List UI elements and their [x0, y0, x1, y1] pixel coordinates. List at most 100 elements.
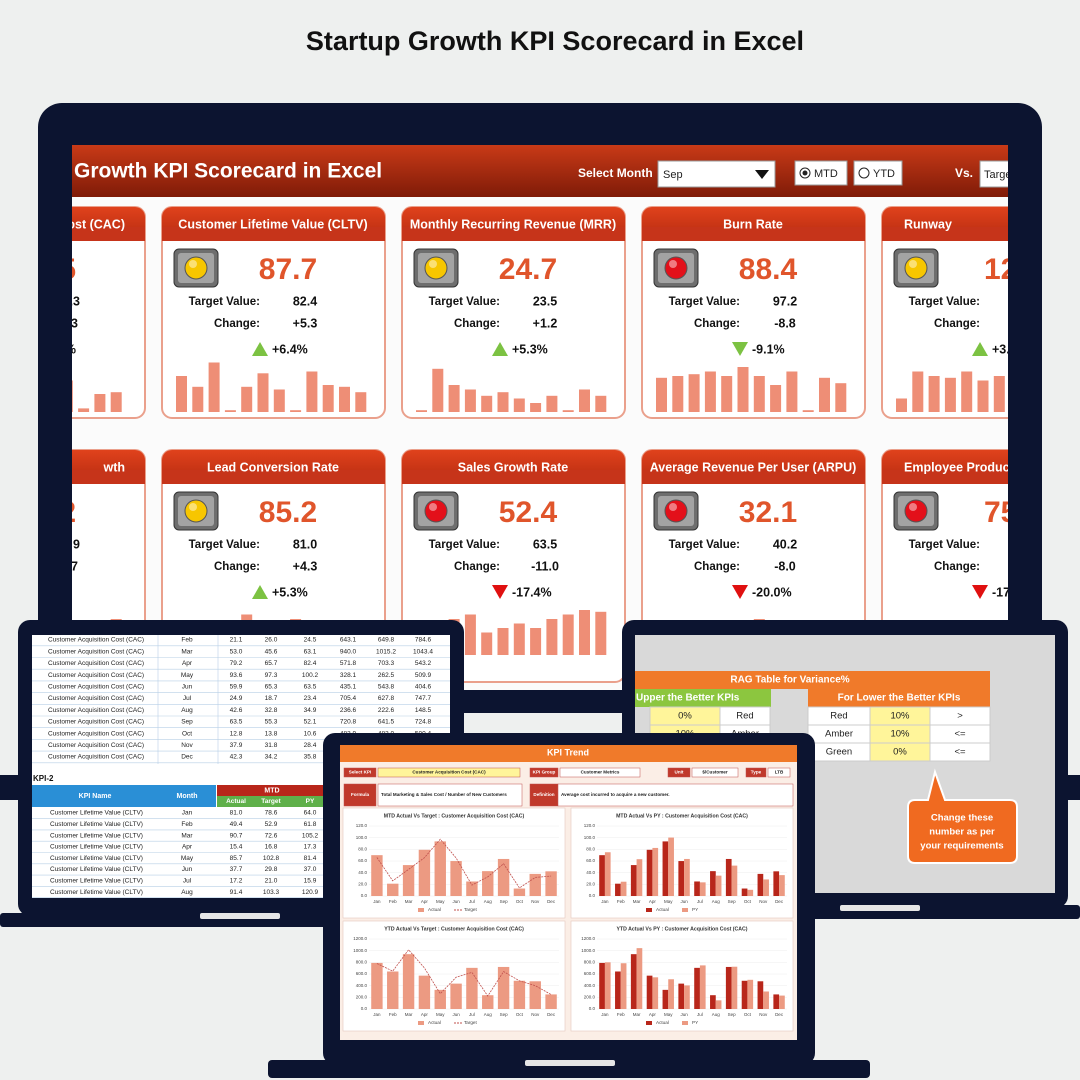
month-dropdown[interactable] — [657, 160, 776, 188]
cell: 236.6 — [340, 707, 357, 714]
cell: Oct — [182, 730, 192, 737]
cell: Customer Acquisition Cost (CAC) — [48, 672, 144, 679]
target-label: Target Value: — [669, 539, 740, 551]
light-shine — [429, 503, 437, 511]
x-tick-label: Sep — [728, 1012, 737, 1017]
bar — [763, 991, 769, 1009]
vs-dropdown[interactable] — [979, 160, 1020, 188]
y-tick-label: 80.0 — [358, 847, 367, 852]
trend-bar — [912, 371, 924, 412]
y-tick-label: 0.0 — [361, 893, 368, 898]
bar — [773, 871, 780, 896]
cell: 28.4 — [304, 742, 317, 749]
change-percent: +3. — [992, 342, 1010, 356]
cell: Apr — [182, 844, 193, 851]
cell: Aug — [181, 889, 193, 896]
cell: Customer Acquisition Cost (CAC) — [48, 707, 144, 714]
lower-title: For Lower the Better KPIs — [838, 693, 961, 704]
x-tick-label: Mar — [633, 1012, 641, 1017]
x-tick-label: Mar — [633, 899, 641, 904]
x-tick-label: Oct — [516, 899, 524, 904]
cell: Jun — [182, 684, 193, 691]
cell: 784.6 — [415, 637, 432, 644]
cell: Mar — [181, 648, 193, 655]
light-shine — [909, 260, 917, 268]
bar — [710, 995, 716, 1009]
x-tick-label: Sep — [500, 1012, 509, 1017]
cell: 543.8 — [378, 684, 395, 691]
bar — [699, 882, 706, 896]
bar — [757, 981, 764, 1009]
trend-bar — [579, 389, 590, 412]
bar — [604, 962, 611, 1009]
trend-bar — [513, 623, 525, 655]
trend-bar — [835, 383, 847, 412]
cell: 49.4 — [230, 821, 243, 828]
trend-bar — [432, 368, 444, 412]
cell: 627.8 — [378, 695, 395, 702]
trend-bar — [672, 376, 684, 412]
bar — [482, 995, 494, 1009]
cell: 65.7 — [265, 660, 278, 667]
y-tick-label: 1200.0 — [581, 936, 595, 941]
target-value: 63.5 — [533, 537, 557, 551]
y-tick-label: 120.0 — [356, 823, 368, 828]
card-value: 88.4 — [739, 253, 798, 286]
ytd-label: YTD — [873, 168, 895, 180]
change-value: +1.2 — [533, 316, 558, 330]
trend-bar — [530, 403, 542, 412]
cell: Sep — [181, 719, 193, 726]
bar — [466, 967, 478, 1009]
field: Select KPI — [349, 770, 371, 775]
cell: Feb — [181, 637, 193, 644]
cell: 63.1 — [304, 648, 317, 655]
change-percent: -20.0% — [752, 585, 792, 599]
cell: Customer Lifetime Value (CLTV) — [50, 810, 143, 817]
bar — [620, 963, 627, 1009]
field-box — [559, 767, 641, 778]
cell: Customer Acquisition Cost (CAC) — [48, 684, 144, 691]
cell: 81.0 — [230, 810, 243, 817]
change-label: Change: — [214, 561, 260, 573]
trend-bar — [224, 410, 236, 412]
bar — [652, 847, 659, 896]
change-arrow — [252, 585, 268, 599]
x-tick-label: Jun — [680, 899, 688, 904]
cell: Customer Acquisition Cost (CAC) — [48, 660, 144, 667]
bar — [699, 965, 706, 1009]
legend-swatch — [418, 1021, 424, 1025]
field-box — [667, 767, 691, 778]
card-name: Sales Growth Rate — [458, 460, 568, 474]
cell: 571.8 — [340, 660, 357, 667]
legend-swatch — [646, 908, 652, 912]
y-tick-label: 200.0 — [356, 995, 368, 1000]
cell: Customer Lifetime Value (CLTV) — [50, 832, 143, 839]
change-value: -11.0 — [531, 559, 559, 573]
bar — [662, 841, 669, 896]
x-tick-label: May — [436, 899, 445, 904]
x-tick-label: Aug — [712, 899, 721, 904]
light-shine — [909, 503, 917, 511]
status-light — [424, 256, 448, 280]
bar — [725, 966, 732, 1009]
x-tick-label: Sep — [728, 899, 737, 904]
change-label: Change: — [454, 561, 500, 573]
chart-title: MTD Actual Vs PY : Customer Acquisition … — [616, 813, 748, 819]
cell: 120.9 — [302, 889, 319, 896]
change-percent: -17.4% — [512, 585, 552, 599]
cell: 64.0 — [304, 810, 317, 817]
cell: > — [957, 711, 963, 722]
cell: 404.6 — [415, 684, 432, 691]
target-value: 9 — [73, 537, 80, 551]
cell: 10% — [890, 711, 910, 722]
trend-bar — [192, 386, 204, 412]
trend-bar — [306, 371, 318, 412]
cell: 81.4 — [304, 855, 317, 862]
trend-bar — [110, 392, 122, 412]
cell: 42.6 — [230, 707, 243, 714]
cell: 24.5 — [304, 637, 317, 644]
y-tick-label: 0.0 — [361, 1006, 368, 1011]
trend-bar — [786, 371, 798, 412]
bar — [773, 994, 780, 1009]
x-tick-label: Apr — [649, 1012, 657, 1017]
